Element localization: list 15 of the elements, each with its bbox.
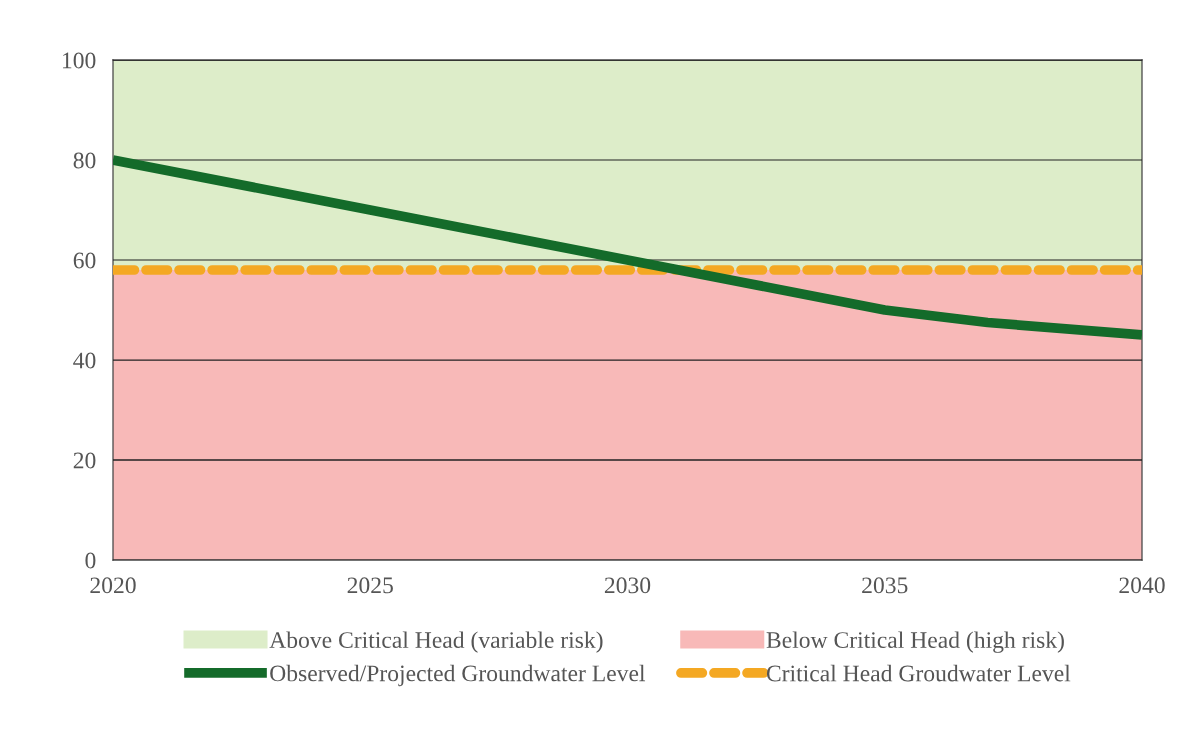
- x-tick-label: 2035: [862, 577, 908, 594]
- y-tick-label: 40: [73, 352, 96, 369]
- legend-label: Observed/Projected Groundwater Level: [270, 664, 646, 687]
- x-tick-label: 2030: [604, 577, 651, 594]
- y-tick-label: 100: [62, 52, 96, 69]
- x-tick-label: 2020: [90, 577, 136, 594]
- legend-label: Above Critical Head (variable risk): [269, 631, 603, 653]
- legend-label: Critical Head Groudwater Level: [766, 664, 1071, 682]
- x-tick-label: 2025: [347, 577, 393, 594]
- y-tick-label: 80: [73, 152, 96, 169]
- y-tick-label: 60: [73, 252, 96, 269]
- y-tick-label: 20: [73, 452, 96, 469]
- x-tick-label: 2040: [1119, 577, 1165, 594]
- y-tick-label: 0: [85, 552, 96, 569]
- legend-label: Below Critical Head (high risk): [766, 631, 1064, 653]
